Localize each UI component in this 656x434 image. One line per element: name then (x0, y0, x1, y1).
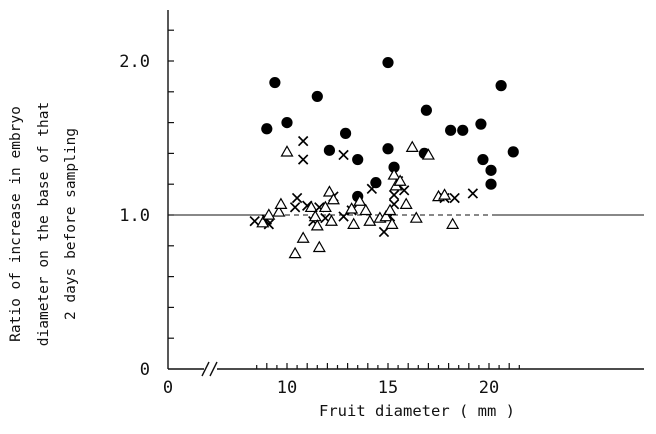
axes (167, 10, 644, 377)
data-point-circle (445, 124, 457, 136)
data-point-triangle (312, 240, 326, 253)
data-point-triangle (304, 200, 318, 213)
data-point-triangle (318, 200, 332, 213)
data-point-cross (449, 192, 460, 204)
axis-break-mark-2 (209, 361, 218, 377)
data-point-circle (261, 123, 273, 135)
data-point-triangle (326, 192, 340, 205)
data-point-circle (420, 104, 432, 116)
data-point-cross (249, 215, 260, 227)
data-point-triangle (353, 194, 367, 206)
data-point-circle (281, 117, 293, 129)
x-tick-label: 0 (163, 378, 173, 398)
data-point-circle (370, 177, 382, 189)
data-point-triangle (379, 209, 393, 222)
minor-ticks (168, 0, 520, 369)
y-axis-label-line-2: diameter on the base of that (36, 102, 52, 346)
data-point-cross (297, 154, 309, 165)
data-point-cross (398, 185, 410, 196)
data-point-circle (485, 178, 497, 190)
data-points (249, 56, 519, 259)
y-axis-label-line-3: 2 days before sampling (63, 128, 79, 320)
data-point-circle (388, 161, 400, 173)
y-axis-label-line-1: Ratio of increase in embryo (8, 106, 24, 342)
data-point-circle (352, 153, 364, 166)
data-point-triangle (296, 231, 310, 243)
data-point-triangle (438, 188, 452, 200)
data-point-triangle (256, 215, 270, 228)
data-point-triangle (324, 214, 338, 226)
data-point-circle (269, 76, 281, 89)
data-point-triangle (387, 168, 401, 180)
data-point-cross (467, 188, 479, 199)
data-point-triangle (272, 205, 286, 217)
data-point-circle (323, 144, 336, 156)
data-point-circle (382, 143, 394, 155)
y-tick-label: 1.0 (119, 206, 150, 226)
data-point-triangle (359, 203, 373, 216)
tick-labels: 0 10 15 20 0 1.0 2.0 (119, 52, 499, 398)
data-point-circle (382, 56, 394, 69)
data-point-triangle (262, 208, 276, 220)
data-point-triangle (288, 246, 302, 259)
data-point-circle (311, 90, 323, 103)
x-tick-label: 10 (277, 378, 297, 398)
data-point-triangle (345, 202, 359, 214)
data-point-triangle (405, 140, 419, 152)
data-point-triangle (280, 145, 294, 157)
data-point-circle (485, 164, 497, 176)
data-point-circle (475, 118, 487, 130)
data-point-triangle (308, 209, 322, 222)
x-tick-label: 15 (378, 378, 398, 398)
data-point-circle (495, 80, 507, 92)
data-point-cross (366, 183, 378, 195)
data-point-circle (339, 127, 352, 139)
data-point-triangle (310, 219, 324, 231)
data-point-triangle (322, 185, 336, 197)
data-point-triangle (446, 217, 460, 229)
data-point-cross (289, 202, 301, 213)
data-point-cross (291, 192, 303, 204)
y-tick-label: 0 (140, 360, 150, 380)
data-point-triangle (383, 203, 397, 216)
data-point-triangle (385, 217, 399, 229)
data-point-triangle (393, 174, 407, 186)
axis-break-mark-1 (201, 361, 210, 377)
data-point-circle (457, 124, 469, 136)
data-point-circle (507, 146, 519, 158)
x-tick-label: 20 (479, 378, 499, 398)
data-point-triangle (347, 217, 361, 229)
data-point-cross (388, 189, 400, 201)
data-point-triangle (363, 214, 377, 226)
data-point-cross (338, 149, 349, 161)
data-point-circle (477, 153, 489, 166)
data-point-triangle (274, 197, 288, 209)
data-point-triangle (409, 211, 423, 223)
x-axis-label: Fruit diameter ( mm ) (319, 402, 515, 420)
data-point-cross (297, 135, 309, 147)
axis-labels: Ratio of increase in embryo diameter on … (8, 102, 515, 420)
data-point-triangle (399, 197, 413, 209)
data-point-triangle (421, 148, 435, 160)
y-tick-label: 2.0 (119, 52, 150, 72)
